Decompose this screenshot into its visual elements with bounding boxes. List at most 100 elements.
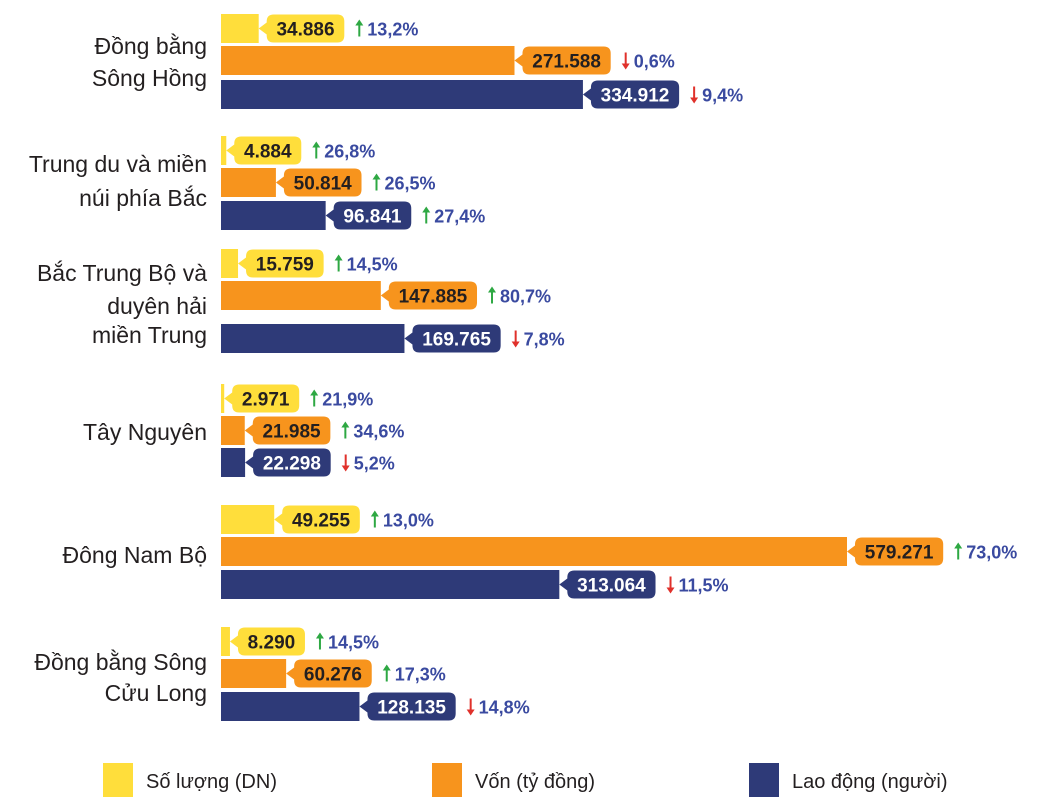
quantity-bar	[221, 627, 230, 656]
category-label: Đồng bằng Sông	[34, 649, 207, 675]
labor-value-callout	[404, 324, 501, 353]
labor-value-label: 169.765	[422, 330, 491, 351]
quantity-change-label: 13,0%	[383, 511, 434, 531]
labor-change-label: 14,8%	[479, 698, 530, 718]
capital-value-callout	[514, 46, 611, 75]
labor-bar	[221, 570, 560, 599]
labor-value-callout	[582, 80, 680, 109]
up-arrow-head-icon	[341, 421, 350, 428]
category-label: núi phía Bắc	[79, 185, 207, 211]
category-label: miền Trung	[92, 322, 207, 348]
capital-bar	[221, 416, 245, 445]
labor-value-label: 128.135	[377, 698, 446, 719]
quantity-value-callout	[226, 136, 302, 165]
down-arrow-head-icon	[511, 341, 520, 348]
capital-value-label: 147.885	[399, 287, 468, 308]
up-arrow-head-icon	[315, 632, 324, 639]
labor-value-callout	[559, 570, 656, 599]
capital-value-callout	[244, 416, 331, 445]
labor-value-label: 96.841	[343, 207, 402, 228]
labor-value-callout	[245, 448, 331, 477]
labor-legend-swatch	[749, 763, 779, 797]
quantity-legend-swatch	[103, 763, 133, 797]
up-arrow-head-icon	[372, 173, 381, 180]
labor-change-label: 7,8%	[524, 330, 565, 350]
quantity-value-callout	[258, 14, 345, 43]
capital-bar	[221, 537, 847, 566]
quantity-change-label: 26,8%	[324, 142, 375, 162]
labor-change-label: 11,5%	[679, 576, 729, 596]
labor-bar	[221, 201, 326, 230]
quantity-bar	[221, 384, 225, 413]
quantity-bar	[221, 14, 259, 43]
labor-legend-label: Lao động (người)	[792, 771, 948, 793]
category-label: Đông Nam Bộ	[63, 542, 207, 568]
labor-value-label: 22.298	[263, 454, 321, 475]
capital-change-label: 0,6%	[634, 52, 675, 72]
capital-bar	[221, 168, 276, 197]
capital-change-label: 34,6%	[353, 422, 404, 442]
capital-bar	[221, 46, 515, 75]
quantity-change-label: 14,5%	[347, 255, 398, 275]
up-arrow-head-icon	[382, 664, 391, 671]
down-arrow-head-icon	[621, 63, 630, 70]
capital-change-label: 73,0%	[966, 543, 1017, 563]
capital-value-callout	[380, 281, 478, 310]
quantity-bar	[221, 505, 275, 534]
capital-bar	[221, 281, 381, 310]
capital-change-label: 17,3%	[395, 665, 446, 685]
up-arrow-head-icon	[488, 286, 497, 293]
capital-value-label: 50.814	[294, 174, 353, 195]
capital-legend-swatch	[432, 763, 462, 797]
capital-value-label: 21.985	[262, 422, 321, 443]
quantity-value-callout	[229, 627, 305, 656]
quantity-legend-label: Số lượng (DN)	[146, 771, 277, 793]
quantity-change-label: 14,5%	[328, 633, 379, 653]
labor-change-label: 9,4%	[702, 86, 743, 106]
capital-value-callout	[275, 168, 362, 197]
labor-bar	[221, 324, 405, 353]
up-arrow-head-icon	[310, 389, 319, 396]
labor-bar	[221, 80, 583, 109]
category-label: duyên hải	[107, 293, 207, 319]
quantity-bar	[221, 249, 239, 278]
quantity-value-label: 8.290	[248, 633, 296, 654]
labor-change-label: 27,4%	[434, 207, 485, 227]
down-arrow-head-icon	[341, 465, 350, 472]
quantity-value-label: 15.759	[256, 255, 314, 276]
category-label: Bắc Trung Bộ và	[37, 260, 207, 286]
up-arrow-head-icon	[954, 542, 963, 549]
capital-value-label: 579.271	[865, 543, 934, 564]
category-label: Trung du và miền	[29, 151, 207, 177]
down-arrow-head-icon	[666, 587, 675, 594]
quantity-change-label: 13,2%	[367, 20, 418, 40]
labor-value-label: 313.064	[577, 576, 646, 597]
quantity-value-label: 49.255	[292, 511, 351, 532]
quantity-value-callout	[224, 384, 300, 413]
category-label: Đồng bằng	[94, 33, 207, 59]
up-arrow-head-icon	[312, 141, 321, 148]
quantity-value-label: 4.884	[244, 142, 292, 163]
labor-bar	[221, 448, 246, 477]
labor-value-callout	[325, 201, 412, 230]
up-arrow-head-icon	[334, 254, 343, 261]
category-label: Tây Nguyên	[83, 419, 207, 445]
labor-value-callout	[359, 692, 456, 721]
labor-value-label: 334.912	[601, 86, 670, 107]
down-arrow-head-icon	[690, 97, 699, 104]
labor-change-label: 5,2%	[354, 454, 395, 474]
quantity-value-callout	[238, 249, 324, 278]
labor-bar	[221, 692, 360, 721]
capital-bar	[221, 659, 287, 688]
category-label: Cửu Long	[105, 680, 207, 706]
capital-change-label: 26,5%	[385, 174, 436, 194]
category-label: Sông Hồng	[92, 65, 207, 91]
capital-value-label: 271.588	[532, 52, 601, 73]
capital-value-callout	[286, 659, 372, 688]
up-arrow-head-icon	[355, 19, 364, 26]
quantity-change-label: 21,9%	[322, 390, 373, 410]
capital-change-label: 80,7%	[500, 287, 551, 307]
down-arrow-head-icon	[466, 709, 475, 716]
up-arrow-head-icon	[370, 510, 379, 517]
